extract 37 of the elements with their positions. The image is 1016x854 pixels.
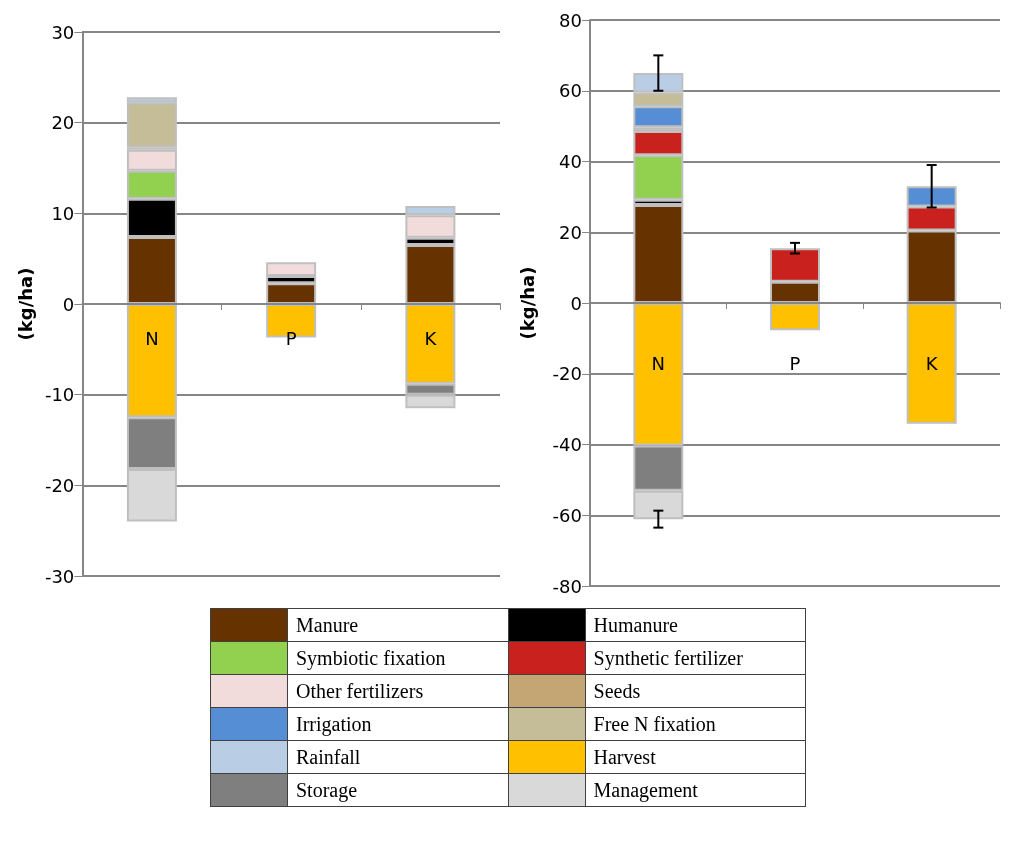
- y-tick-label: 60: [559, 80, 582, 102]
- y-tick-label: 20: [559, 221, 582, 243]
- legend-label: Rainfall: [287, 740, 509, 774]
- bar: [770, 303, 820, 331]
- y-tick-label: 0: [570, 292, 582, 314]
- x-tick-label: K: [424, 327, 438, 349]
- x-tick-label: N: [651, 352, 666, 374]
- y-tick-label: -20: [44, 474, 75, 496]
- y-tick-label: -80: [552, 575, 582, 597]
- y-tick-label: 80: [559, 9, 582, 31]
- legend-label: Free N fixation: [585, 707, 806, 741]
- y-tick-label: 10: [51, 202, 75, 224]
- legend-label: Other fertilizers: [287, 674, 509, 708]
- y-tick-label: -40: [552, 434, 582, 455]
- x-tick-label: P: [789, 352, 801, 374]
- legend-label: Manure: [287, 608, 509, 642]
- y-tick-label: 40: [559, 151, 582, 172]
- x-tick-label: K: [925, 352, 939, 374]
- legend-label: Seeds: [585, 674, 806, 708]
- legend-label: Storage: [287, 773, 509, 807]
- legend-label: Symbiotic fixation: [287, 641, 509, 675]
- y-tick-label: 0: [62, 293, 75, 315]
- legend-label: Management: [585, 773, 806, 807]
- y-axis-title: (kg/ha): [516, 266, 538, 340]
- x-tick-label: N: [145, 327, 159, 349]
- legend-label: Harvest: [585, 740, 806, 774]
- legend-label: Humanure: [585, 608, 806, 642]
- y-tick-label: -30: [44, 565, 75, 587]
- y-tick-label: -60: [552, 504, 582, 526]
- bar: [906, 303, 957, 424]
- y-tick-label: 30: [51, 21, 75, 43]
- legend-label: Synthetic fertilizer: [585, 641, 806, 675]
- y-tick-label: -10: [44, 384, 75, 406]
- y-tick-label: 20: [51, 112, 75, 134]
- y-axis-title: (kg/ha): [14, 267, 36, 341]
- y-tick-label: -20: [552, 363, 582, 385]
- legend-label: Irrigation: [287, 707, 509, 741]
